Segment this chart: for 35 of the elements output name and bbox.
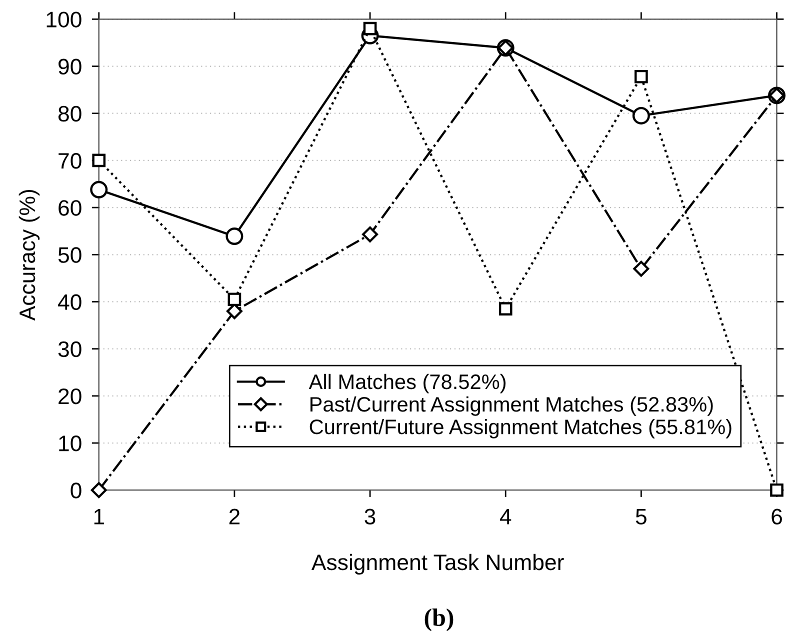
x-axis-title: Assignment Task Number xyxy=(311,554,564,575)
x-tick-label: 2 xyxy=(229,508,240,524)
legend-label: Past/Current Assignment Matches (52.83%) xyxy=(310,396,713,416)
y-tick-label: 10 xyxy=(59,436,82,452)
x-tick-label: 1 xyxy=(94,508,104,524)
x-tick-label: 3 xyxy=(364,508,376,524)
point xyxy=(498,302,512,316)
point xyxy=(90,180,108,198)
point xyxy=(362,226,378,242)
y-tick-label: 70 xyxy=(58,152,82,169)
y-tick-label: 80 xyxy=(58,106,82,122)
x-tick-label: 5 xyxy=(636,508,646,524)
point xyxy=(633,260,650,277)
y-axis-title: Accuracy (%) xyxy=(18,190,40,321)
text: (b) xyxy=(424,608,454,632)
point xyxy=(363,22,377,36)
point xyxy=(226,228,244,246)
point xyxy=(92,154,106,168)
point xyxy=(770,483,784,497)
point xyxy=(634,70,648,84)
point xyxy=(228,292,242,306)
y-tick-label: 0 xyxy=(70,482,82,498)
legend-label: Current/Future Assignment Matches (55.81%) xyxy=(310,418,732,438)
point xyxy=(632,106,650,124)
y-tick-label: 100 xyxy=(46,12,82,28)
y-tick-label: 50 xyxy=(58,247,82,263)
y-tick-label: 90 xyxy=(58,58,82,75)
y-tick-label: 60 xyxy=(58,200,82,216)
x-tick-label: 4 xyxy=(500,508,512,524)
point xyxy=(90,482,107,498)
y-tick-label: 30 xyxy=(58,341,82,358)
x-tick-label: 6 xyxy=(772,508,782,524)
y-tick-label: 40 xyxy=(58,294,82,310)
legend-label: All Matches (78.52%) xyxy=(308,374,506,394)
y-tick-label: 20 xyxy=(58,388,82,404)
